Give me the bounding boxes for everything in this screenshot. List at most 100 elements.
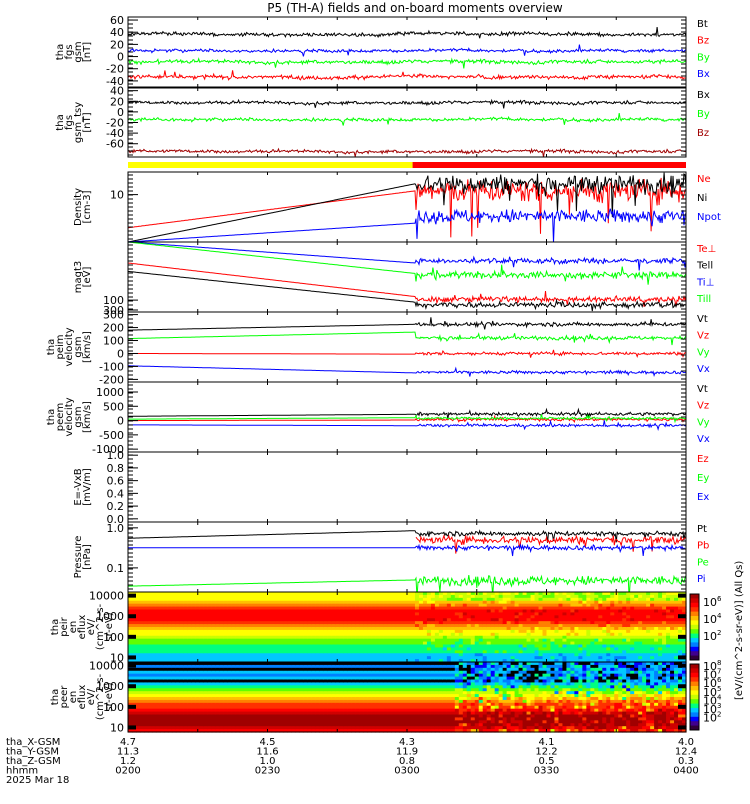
colorbar-swatch [690,607,699,612]
series-Bt-line [128,27,686,38]
y-tick-label: 0 [117,415,124,428]
legend-Te: Te⊥ [696,244,716,255]
colorbar-swatch [690,620,699,625]
panel-frame [128,452,686,522]
colorbar-swatch [690,629,699,634]
mode-bar-segment [413,162,686,168]
legend-Vz: Vz [697,401,709,412]
colorbar-tick-label: 104 [703,612,722,626]
y-axis-label: [eV] [82,267,93,288]
colorbar-swatch [690,594,699,599]
legend-Vt: Vt [697,384,708,395]
series-Te-line [128,263,686,307]
panel-frame [128,382,686,452]
legend-Till: Till [696,294,711,305]
legend-Bx: Bx [697,90,710,101]
panel-peim-velocity: 3002001000-100-200thapeimvelocitygsm[km/… [46,309,710,387]
legend-Ey: Ey [697,473,709,484]
legend-Vt: Vt [697,314,708,325]
y-tick-label: 100 [103,335,124,348]
legend-Vx: Vx [697,364,710,375]
y-tick-label: 0.8 [107,462,125,475]
panel-frame [128,88,686,157]
legend-Pe: Pe [697,557,709,568]
legend-Ne: Ne [697,174,711,185]
legend-Pi: Pi [697,574,706,585]
series-Tell-line [128,271,686,311]
series-Ti-line [128,242,686,270]
legend-Pb: Pb [697,541,709,552]
series-Npot-line [128,209,686,243]
y-tick-label: 20 [110,38,124,51]
y-axis-label: [mV/m] [82,468,93,506]
panel-frame [128,172,686,242]
mode-bar-segment [128,162,413,168]
series-Vz-line [128,350,686,358]
y-axis-label: [km/s] [82,401,93,433]
legend-Tell: Tell [696,261,713,272]
series-Bz-line [128,70,686,80]
colorbar-swatch [690,638,699,643]
y-tick-label: 1.0 [107,522,125,535]
panel-frame [128,312,686,382]
legend-Bt: Bt [697,19,708,30]
series-Pi-line [128,545,686,556]
y-tick-label: 300 [103,309,124,322]
y-tick-label: -100 [99,360,124,373]
y-tick-label: 0.1 [107,562,125,575]
legend-Ni: Ni [697,193,707,204]
colorbar-swatch [690,634,699,639]
y-major-tick [678,594,686,598]
legend-By: By [697,52,710,63]
panel-peem-velocity: 10005000-500-1000thapeemvelocitygsm[km/s… [46,382,710,456]
legend-Ez: Ez [697,454,709,465]
y-tick-label: 1000 [96,386,124,399]
y-major-tick [128,594,136,598]
series-By-line [128,113,686,125]
colorbar-swatch [690,616,699,621]
series-Vy-line [128,332,686,345]
legend-Pt: Pt [697,524,707,535]
colorbar-tick-label: 102 [703,629,721,643]
legend-Vy: Vy [697,347,710,358]
colorbar-swatch [690,625,699,630]
y-major-tick [678,655,686,659]
y-tick-label: 10 [110,189,124,202]
series-Bx-line [128,45,686,57]
y-axis-label: [cm-3] [82,190,93,223]
legend-Bz: Bz [697,128,709,139]
series-Vx-line [128,420,686,429]
colorbar-swatch [690,651,699,656]
y-tick-label: -200 [99,373,124,386]
legend-Vx: Vx [697,434,710,445]
legend-Npot: Npot [697,212,721,223]
y-axis-label: [km/s] [82,331,93,363]
series-By-line [128,59,686,69]
legend-Ex: Ex [697,492,709,503]
y-major-tick [128,635,136,639]
legend-By: By [697,109,710,120]
y-tick-label: -500 [99,429,124,442]
y-tick-label: 0 [117,51,124,64]
spectrogram-peir-eflux: 10000100010010thapeirenefluxeV/(cm^2-s-s… [50,590,722,665]
colorbar-swatch [690,603,699,608]
chart-title: P5 (TH-A) fields and on-board moments ov… [267,1,563,15]
colorbar-swatch [690,642,699,647]
series-Ni-line [128,173,686,242]
y-tick-label: 0.6 [107,475,125,488]
y-tick-label: 0.4 [107,487,125,500]
colorbar-swatch [690,647,699,652]
colorbar-swatch [690,598,699,603]
y-tick-label: 1.0 [107,449,125,462]
colorbar-swatch [690,612,699,617]
y-tick-label: 0 [117,347,124,360]
y-tick-label: -60 [106,138,124,151]
y-major-tick [128,655,136,659]
